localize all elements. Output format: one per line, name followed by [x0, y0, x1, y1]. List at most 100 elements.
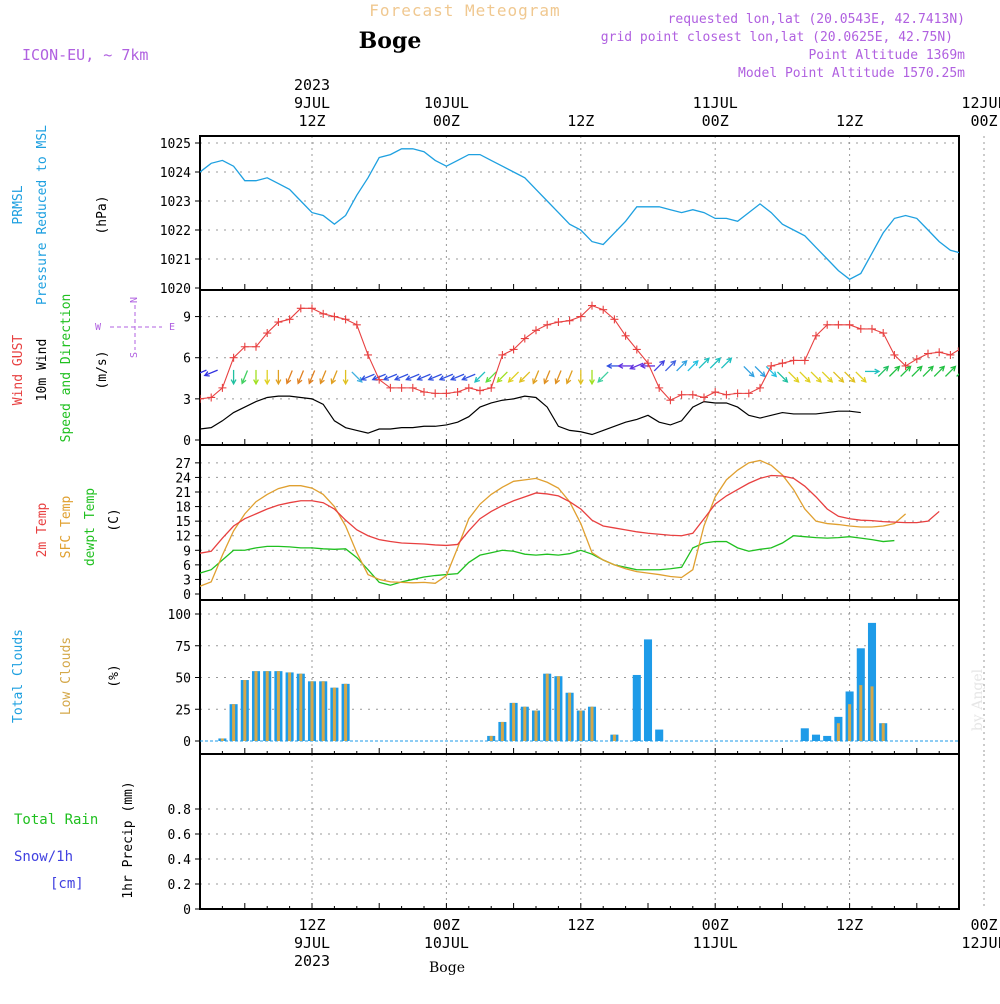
wind-arrow-shaft [822, 372, 832, 382]
low-cloud-bar [568, 693, 571, 741]
gust-marker [846, 321, 854, 329]
meteogram: Forecast Meteogram Boge ICON-EU, ~ 7km r… [0, 0, 1000, 1000]
bottom-time-label: 00Z [702, 916, 729, 934]
wind-arrow-icon [343, 370, 348, 384]
wind-arrow-head [962, 366, 967, 371]
wind-arrow-icon [475, 372, 485, 382]
plot-area [200, 623, 959, 741]
precip-labels: Total Rain Snow/1h [cm] 1hr Precip (mm) [14, 781, 136, 898]
wind-arrow-icon [265, 370, 270, 384]
y-tick-label: 0.4 [168, 853, 192, 868]
gust-marker [734, 389, 742, 397]
bottom-time-label: 00Z [970, 916, 997, 934]
wind-arrow-icon [822, 372, 832, 382]
gust-marker [342, 315, 350, 323]
dewpt-line [178, 536, 895, 586]
wind-arrow-icon [811, 372, 821, 382]
gust-marker [353, 321, 361, 329]
wind-arrow-shaft [677, 361, 687, 371]
wind-arrow-shaft [352, 372, 362, 382]
gust-marker [554, 318, 562, 326]
gust-marker [454, 388, 462, 396]
wind-arrow-icon [254, 370, 259, 384]
panel-frame [200, 445, 959, 600]
y-tick-label: 0 [183, 735, 191, 750]
top-time-label: 2023 [294, 76, 330, 94]
footer-location: Boge [429, 960, 465, 976]
wind-arrow-shaft [665, 361, 675, 371]
model-altitude: Model Point Altitude 1570.25m [738, 66, 965, 81]
wind-arrow-shaft [777, 372, 787, 382]
wind-arrow-icon [710, 358, 720, 368]
rain-label: Total Rain [14, 812, 98, 828]
low-cloud-bar [535, 711, 538, 741]
prmsl-label: PRMSL [11, 185, 26, 224]
y-tick-label: 0 [183, 588, 191, 603]
wind-arrow-icon [856, 372, 866, 382]
low-cloud-bar [490, 736, 493, 741]
t2m-line [178, 475, 940, 553]
gust-marker [487, 384, 495, 392]
compass-w: W [95, 322, 102, 333]
panel-wind: 0369 [171, 290, 1000, 449]
dewpt-label: dewpt Temp [83, 488, 98, 566]
cloud-labels: Total Clouds Low Clouds (%) [11, 629, 122, 723]
sfc-label: SFC Temp [59, 496, 74, 559]
bottom-time-label: 11JUL [693, 934, 738, 952]
bottom-time-label: 10JUL [424, 934, 469, 952]
wind-arrow-icon [533, 370, 539, 383]
wind10-line [178, 396, 861, 434]
total-cloud-bar [644, 639, 652, 741]
wind-arrow-icon [171, 370, 184, 376]
top-time-label: 12Z [836, 112, 863, 130]
y-tick-label: 18 [175, 501, 191, 516]
wind-arrow-icon [777, 372, 787, 382]
wind-arrow-icon [744, 366, 754, 376]
y-tick-label: 3 [183, 393, 191, 408]
wind-arrow-icon [665, 361, 675, 371]
gust-marker [678, 391, 686, 399]
wind-arrow-shaft [721, 358, 731, 368]
gust-marker [868, 325, 876, 333]
wind-arrow-shaft [833, 372, 843, 382]
gust-marker [386, 384, 394, 392]
gust-marker [409, 384, 417, 392]
top-time-label: 00Z [702, 112, 729, 130]
pressure-msl-label: Pressure Reduced to MSL [35, 125, 50, 305]
low-cloud-bar [848, 704, 851, 741]
gust-marker [924, 350, 932, 358]
low-cloud-bar [255, 671, 258, 741]
gust-marker [431, 389, 439, 397]
pressure-labels: PRMSL Pressure Reduced to MSL (hPa) [11, 125, 110, 305]
wind-arrow-shaft [912, 366, 922, 376]
wind-arrow-icon [789, 372, 799, 382]
wind-arrow-icon [566, 370, 572, 383]
gust-marker [778, 359, 786, 367]
wind-arrow-icon [242, 370, 248, 383]
pressure-unit: (hPa) [95, 195, 110, 234]
wind-arrow-icon [889, 366, 899, 376]
low-cloud-bar [288, 672, 291, 741]
wind-arrow-icon [688, 361, 698, 371]
panel-frame [200, 754, 959, 909]
wind-arrow-icon [276, 370, 281, 384]
wind-arrow-icon [320, 370, 326, 383]
low-cloud-bar [277, 671, 280, 741]
wind-arrow-shaft [699, 358, 709, 368]
gust-marker [700, 393, 708, 401]
wind-arrow-shaft [755, 366, 765, 376]
y-tick-label: 27 [175, 457, 191, 472]
wind-unit: (m/s) [95, 350, 110, 389]
bottom-time-label: 00Z [433, 916, 460, 934]
point-altitude: Point Altitude 1369m [808, 48, 965, 63]
low-cloud-bar [579, 711, 582, 741]
gust-marker [879, 329, 887, 337]
gust-marker [476, 387, 484, 395]
total-cloud-bar [655, 730, 663, 741]
top-time-label: 9JUL [294, 94, 330, 112]
wind-arrow-icon [520, 372, 530, 382]
low-cloud-bar [322, 681, 325, 741]
y-tick-label: 1025 [160, 137, 191, 152]
gust-marker [442, 389, 450, 397]
